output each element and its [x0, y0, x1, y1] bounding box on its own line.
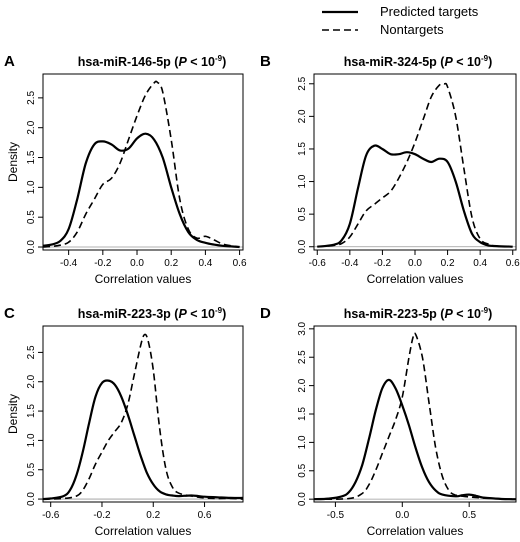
x-ticks-b: -0.6 -0.4 -0.2 0.0 0.2 0.4 0.6 [309, 250, 520, 269]
x-tick-label-a-0: -0.4 [60, 258, 78, 269]
x-tick-label-c-3: 0.6 [198, 510, 212, 521]
x-tick-label-a-3: 0.2 [164, 258, 178, 269]
plot-frame-a [42, 73, 244, 251]
series-nontargets-d [313, 332, 517, 501]
y-ticks-c: 0.0 0.5 1.0 1.5 2.0 2.5 [26, 345, 43, 506]
y-ticks-b: 0.0 0.5 1.0 1.5 2.0 2.5 [297, 76, 314, 254]
x-tick-label-a-4: 0.4 [198, 258, 212, 269]
x-tick-label-b-6: 0.6 [506, 258, 520, 269]
panel-letter-d: D [260, 305, 271, 322]
x-tick-label-d-2: 0.5 [462, 510, 476, 521]
legend: Predicted targets Nontargets [322, 4, 479, 37]
x-tick-label-c-0: -0.6 [42, 510, 60, 521]
panel-title-c: hsa-miR-223-3p (P < 10-9) [78, 306, 227, 321]
panel-a: A hsa-miR-146-5p (P < 10-9) 0.0 0.5 1.0 1.5… [4, 53, 247, 286]
y-tick-label-b-2: 1.0 [297, 174, 308, 188]
y-tick-label-d-3: 1.5 [297, 407, 308, 421]
panel-letter-b: B [260, 53, 271, 70]
x-tick-label-c-2: 0.2 [146, 510, 160, 521]
y-tick-label-c-4: 2.0 [26, 374, 37, 388]
y-tick-label-b-5: 2.5 [297, 76, 308, 90]
y-tick-label-a-3: 1.5 [26, 150, 37, 164]
x-tick-label-a-2: 0.0 [130, 258, 144, 269]
y-tick-label-a-5: 2.5 [26, 90, 37, 104]
y-tick-label-a-1: 0.5 [26, 210, 37, 224]
panel-letter-c: C [4, 305, 15, 322]
x-tick-label-b-2: -0.2 [374, 258, 392, 269]
series-nontargets-c [42, 333, 244, 500]
y-tick-label-a-2: 1.0 [26, 180, 37, 194]
panel-letter-a: A [4, 53, 15, 70]
y-axis-label-a: Density [6, 142, 20, 182]
panel-title-a: hsa-miR-146-5p (P < 10-9) [78, 54, 227, 69]
plot-frame-d [313, 325, 517, 503]
series-nontargets-b [317, 82, 513, 248]
x-tick-label-b-4: 0.2 [441, 258, 455, 269]
x-tick-label-c-1: -0.2 [93, 510, 111, 521]
y-tick-label-d-4: 2.0 [297, 378, 308, 392]
panel-b: B hsa-miR-324-5p (P < 10-9) 0.0 0.5 1.0 1.5… [260, 53, 520, 286]
panel-title-d: hsa-miR-223-5p (P < 10-9) [344, 306, 493, 321]
x-tick-label-b-0: -0.6 [309, 258, 327, 269]
y-tick-label-b-3: 1.5 [297, 142, 308, 156]
x-tick-label-b-1: -0.4 [341, 258, 359, 269]
y-tick-label-c-2: 1.0 [26, 433, 37, 447]
y-ticks-d: 0.0 0.5 1.0 1.5 2.0 2.5 3.0 [297, 321, 314, 506]
y-tick-label-b-4: 2.0 [297, 109, 308, 123]
series-predicted-targets-d [313, 378, 517, 501]
x-tick-label-a-1: -0.2 [94, 258, 112, 269]
series-predicted-targets-c [42, 379, 244, 501]
y-tick-label-c-3: 1.5 [26, 404, 37, 418]
x-axis-label-a: Correlation values [95, 272, 192, 286]
series-predicted-targets-a [42, 132, 240, 249]
x-axis-label-c: Correlation values [95, 524, 192, 538]
y-tick-label-d-2: 1.0 [297, 435, 308, 449]
y-tick-label-d-0: 0.0 [297, 492, 308, 506]
y-tick-label-b-1: 0.5 [297, 207, 308, 221]
y-tick-label-d-5: 2.5 [297, 350, 308, 364]
x-tick-label-b-5: 0.4 [473, 258, 487, 269]
x-ticks-d: -0.5 0.0 0.5 [327, 502, 477, 521]
x-tick-label-d-1: 0.0 [395, 510, 409, 521]
x-tick-label-d-0: -0.5 [327, 510, 345, 521]
y-tick-label-c-5: 2.5 [26, 345, 37, 359]
y-tick-label-d-1: 0.5 [297, 463, 308, 477]
panel-title-b: hsa-miR-324-5p (P < 10-9) [344, 54, 493, 69]
x-axis-label-d: Correlation values [367, 524, 464, 538]
x-axis-label-b: Correlation values [367, 272, 464, 286]
series-predicted-targets-b [317, 144, 513, 248]
x-tick-label-a-5: 0.6 [233, 258, 247, 269]
x-ticks-c: -0.6 -0.2 0.2 0.6 [42, 502, 212, 521]
legend-label-predicted: Predicted targets [380, 4, 479, 19]
legend-label-nontargets: Nontargets [380, 22, 444, 37]
y-tick-label-c-1: 0.5 [26, 462, 37, 476]
panel-d: D hsa-miR-223-5p (P < 10-9) 0.0 0.5 1.0 1.5… [260, 305, 517, 538]
y-tick-label-a-0: 0.0 [26, 240, 37, 254]
y-axis-label-c: Density [6, 394, 20, 434]
y-tick-label-d-6: 3.0 [297, 321, 308, 335]
plot-frame-b [313, 73, 517, 251]
series-nontargets-a [42, 80, 240, 248]
y-tick-label-b-0: 0.0 [297, 239, 308, 253]
y-ticks-a: 0.0 0.5 1.0 1.5 2.0 2.5 [26, 90, 43, 254]
plot-frame-c [42, 325, 244, 503]
x-ticks-a: -0.4 -0.2 0.0 0.2 0.4 0.6 [60, 250, 247, 269]
y-tick-label-a-4: 2.0 [26, 120, 37, 134]
y-tick-label-c-0: 0.0 [26, 492, 37, 506]
x-tick-label-b-3: 0.0 [408, 258, 422, 269]
panel-c: C hsa-miR-223-3p (P < 10-9) 0.0 0.5 1.0 1.5… [4, 305, 244, 538]
